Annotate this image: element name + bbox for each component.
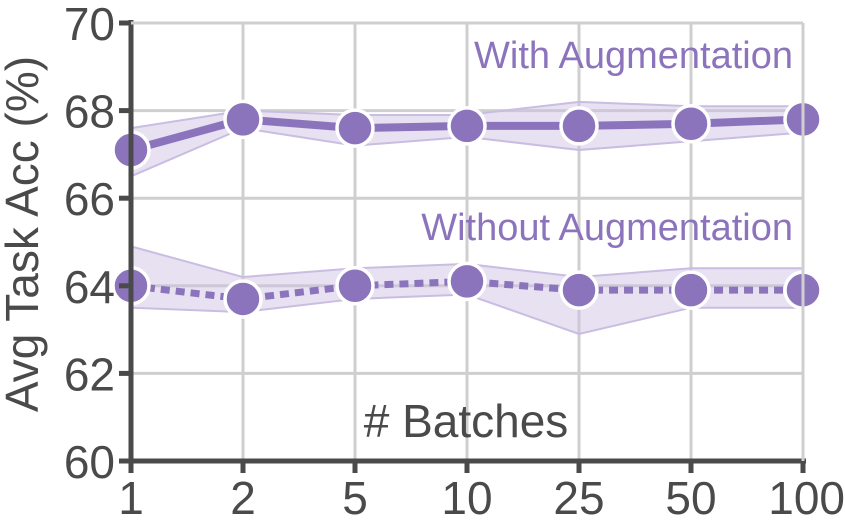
x-tick-label: 5 bbox=[342, 472, 368, 524]
series-label-with-augmentation: With Augmentation bbox=[474, 35, 793, 77]
x-tick-label: 25 bbox=[553, 472, 604, 524]
x-axis-title: # Batches bbox=[364, 395, 569, 447]
data-point bbox=[335, 108, 375, 148]
data-points bbox=[111, 99, 823, 319]
y-tick-label: 62 bbox=[64, 348, 115, 400]
data-point bbox=[447, 261, 487, 302]
data-point bbox=[671, 270, 711, 310]
data-point bbox=[223, 99, 263, 140]
data-point bbox=[671, 103, 711, 144]
y-tick-label: 64 bbox=[64, 261, 115, 313]
data-point bbox=[335, 266, 375, 306]
chart-labels: With Augmentation Without Augmentation #… bbox=[0, 35, 793, 447]
data-point bbox=[559, 270, 599, 310]
x-tick-label: 2 bbox=[230, 472, 256, 524]
x-tick-label: 1 bbox=[118, 472, 144, 524]
x-tick-label: 10 bbox=[441, 472, 492, 524]
x-tick-label: 50 bbox=[665, 472, 716, 524]
x-tick-label: 100 bbox=[768, 472, 845, 524]
data-point bbox=[559, 106, 599, 146]
series-label-without-augmentation: Without Augmentation bbox=[421, 207, 793, 249]
data-point bbox=[223, 279, 263, 319]
y-tick-label: 68 bbox=[64, 86, 115, 138]
y-axis-title: Avg Task Acc (%) bbox=[0, 56, 48, 412]
y-tick-label: 60 bbox=[64, 436, 115, 488]
y-tick-label: 70 bbox=[64, 0, 115, 50]
y-tick-label: 66 bbox=[64, 173, 115, 225]
data-point bbox=[447, 106, 487, 146]
